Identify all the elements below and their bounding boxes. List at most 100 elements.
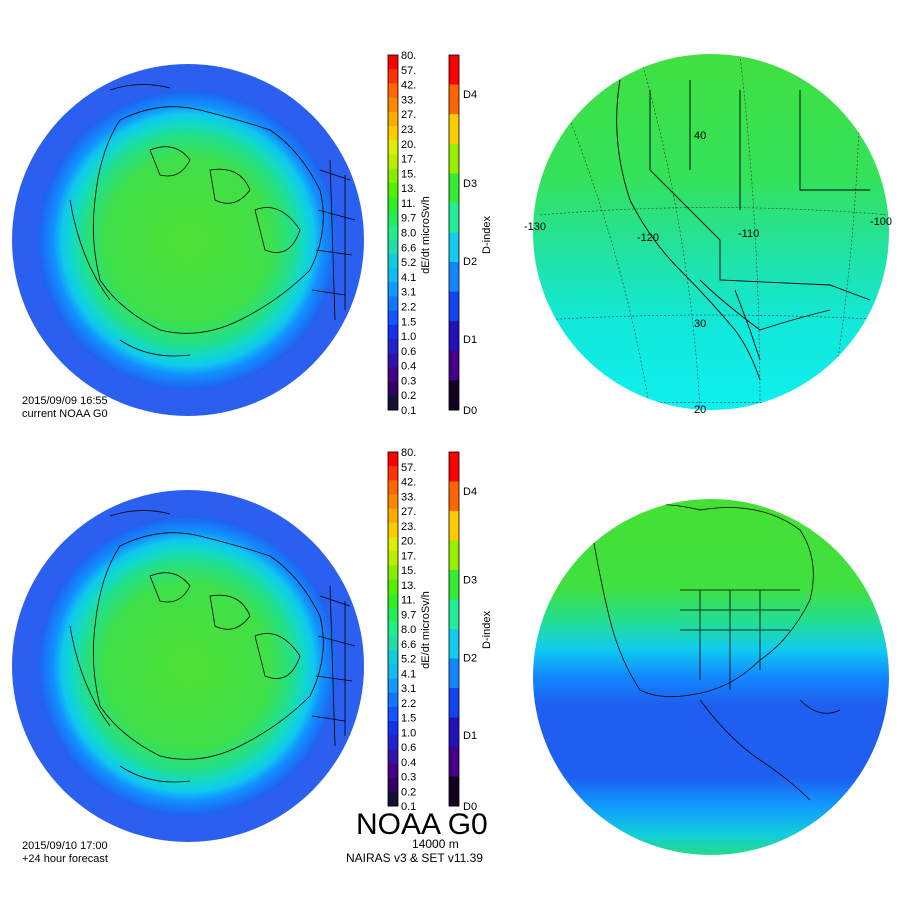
subtitle-current: current NOAA G0	[22, 408, 108, 420]
dindex-color-swatch	[449, 540, 459, 571]
lon-label: -120	[637, 232, 659, 244]
dose-color-swatch	[388, 69, 398, 84]
dose-tick-label: 42.	[401, 477, 416, 489]
dose-color-swatch	[388, 508, 398, 524]
dindex-color-swatch	[449, 350, 459, 381]
dose-tick-label: 6.6	[401, 639, 416, 651]
dose-color-swatch	[388, 480, 398, 495]
dose-tick-label: 80.	[401, 50, 416, 62]
dose-tick-label: 27.	[401, 109, 416, 121]
dose-color-swatch	[388, 140, 398, 155]
dose-tick-label: 0.1	[401, 801, 416, 813]
dindex-color-swatch	[449, 262, 459, 293]
lon-label: -110	[738, 228, 759, 240]
dose-tick-label: 4.1	[401, 668, 416, 680]
dose-tick-label: 13.	[401, 580, 416, 592]
dindex-color-swatch	[449, 321, 459, 352]
dose-color-swatch	[388, 395, 398, 411]
dose-tick-label: 5.2	[401, 654, 416, 666]
dindex-tick-label: D0	[463, 405, 477, 417]
dose-color-swatch	[388, 522, 398, 538]
dose-color-swatch	[388, 551, 398, 566]
dose-tick-label: 11.	[401, 198, 415, 210]
dose-tick-label: 8.0	[401, 624, 416, 636]
dose-color-swatch	[388, 636, 398, 651]
dose-color-swatch	[388, 97, 398, 113]
dose-color-swatch	[388, 692, 398, 708]
coastline-outlines	[69, 510, 356, 783]
dindex-color-swatch	[449, 173, 459, 204]
dose-color-swatch	[388, 607, 398, 623]
dose-tick-label: 33.	[401, 94, 416, 106]
footer-title: NOAA G0	[356, 808, 488, 841]
coastline-borders	[589, 503, 841, 801]
colorbar-frame	[387, 54, 399, 411]
dose-color-swatch	[388, 168, 398, 184]
dose-tick-label: 33.	[401, 491, 416, 503]
polar-globe-current	[12, 64, 364, 416]
dose-tick-label: 1.5	[401, 713, 416, 725]
dindex-tick-label: D1	[463, 334, 477, 346]
dose-tick-label: 20.	[401, 139, 416, 151]
dose-color-swatch	[388, 452, 398, 467]
dose-color-swatch	[388, 126, 398, 141]
dose-tick-label: 0.3	[401, 375, 416, 387]
footer-model: NAIRAS v3 & SET v11.39	[346, 851, 483, 865]
dose-color-swatch	[388, 111, 398, 127]
colorbar-frame	[448, 54, 460, 411]
dose-color-swatch	[388, 706, 398, 722]
lat-label: 30	[694, 318, 706, 330]
dose-color-swatch	[388, 310, 398, 326]
dose-color-swatch	[388, 225, 398, 241]
dose-color-swatch	[388, 664, 398, 680]
dose-axis-label-top: dE/dt microSv/h	[420, 196, 432, 274]
dose-color-swatch	[388, 211, 398, 226]
subtitle-forecast: +24 hour forecast	[22, 853, 108, 865]
dose-color-swatch	[388, 565, 398, 580]
dindex-color-swatch	[449, 84, 459, 115]
dose-color-swatch	[388, 735, 398, 750]
dose-tick-label: 57.	[401, 462, 416, 474]
timestamp-current: 2015/09/09 16:55	[22, 395, 108, 407]
dose-tick-label: 13.	[401, 183, 416, 195]
dose-tick-label: 1.0	[401, 331, 416, 343]
dose-tick-label: 0.4	[401, 361, 416, 373]
dose-tick-label: 4.1	[401, 272, 416, 284]
dose-tick-label: 8.0	[401, 228, 416, 240]
dose-tick-label: 15.	[401, 565, 416, 577]
regional-globe-western-us	[533, 54, 889, 410]
colorbar-frame	[448, 451, 460, 807]
dindex-tick-label: D1	[463, 730, 477, 742]
dose-color-swatch	[388, 296, 398, 312]
dose-tick-label: 0.6	[401, 742, 416, 754]
dose-color-swatch	[388, 197, 398, 212]
dindex-tick-label: D4	[463, 486, 477, 498]
dose-tick-label: 1.5	[401, 316, 416, 328]
dose-color-swatch	[388, 650, 398, 665]
dose-color-swatch	[388, 367, 398, 383]
dose-tick-label: 15.	[401, 168, 416, 180]
coastline-outlines	[69, 84, 356, 357]
dose-color-swatch	[388, 579, 398, 595]
dose-tick-label: 0.1	[401, 405, 416, 417]
dose-color-swatch	[388, 282, 398, 297]
lat-label: 40	[694, 130, 706, 142]
footer-altitude: 14000 m	[412, 837, 459, 851]
dose-color-swatch	[388, 466, 398, 481]
dose-tick-label: 23.	[401, 521, 416, 533]
dindex-axis-label-bottom: D-index	[481, 611, 493, 649]
dose-tick-label: 42.	[401, 80, 416, 92]
lat-label: 20	[694, 404, 706, 416]
dose-tick-label: 80.	[401, 447, 416, 459]
dose-color-swatch	[388, 777, 398, 793]
dose-tick-label: 3.1	[401, 287, 416, 299]
dose-color-swatch	[388, 239, 398, 255]
lon-label: -100	[870, 216, 892, 228]
dose-tick-label: 0.4	[401, 757, 416, 769]
dose-tick-label: 17.	[401, 550, 416, 562]
dose-color-swatch	[388, 324, 398, 340]
dindex-color-swatch	[449, 481, 459, 512]
dose-tick-label: 2.2	[401, 698, 416, 710]
dose-color-swatch	[388, 678, 398, 694]
dindex-tick-label: D3	[463, 178, 477, 190]
